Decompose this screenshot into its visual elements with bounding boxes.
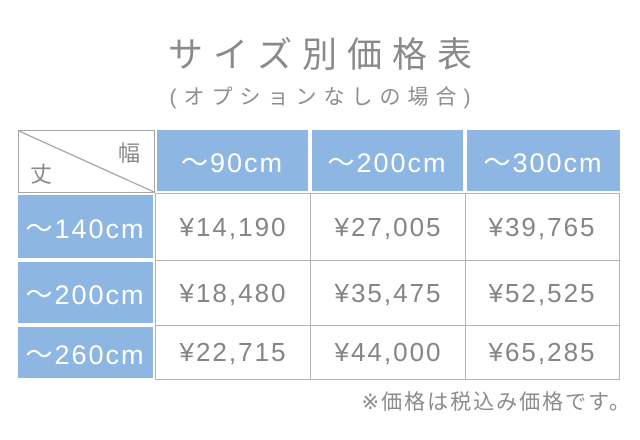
grid-line xyxy=(310,194,311,379)
price-cell: ¥44,000 xyxy=(334,337,443,367)
size-price-table: 幅 丈 〜90cm 〜200cm 〜300cm 〜140cm 〜200cm 〜2… xyxy=(18,130,620,380)
price-cell: ¥18,480 xyxy=(179,278,288,308)
price-cell: ¥14,190 xyxy=(179,212,288,242)
row-label-length-140: 〜140cm xyxy=(18,195,153,258)
tax-included-note: ※価格は税込み価格です。 xyxy=(361,391,632,414)
col-header-width-90: 〜90cm xyxy=(157,130,308,191)
col-header-width-200: 〜200cm xyxy=(312,130,463,191)
price-cell: ¥39,765 xyxy=(488,212,597,242)
price-cell: ¥35,475 xyxy=(334,278,443,308)
grid-line xyxy=(156,325,619,326)
width-axis-label: 幅 xyxy=(117,141,140,166)
price-cell: ¥22,715 xyxy=(179,337,288,367)
length-axis-label: 丈 xyxy=(30,162,53,187)
col-header-width-300: 〜300cm xyxy=(467,130,620,191)
price-cell: ¥65,285 xyxy=(488,337,597,367)
grid-line xyxy=(156,260,619,261)
grid-line xyxy=(465,194,466,379)
page-subtitle: (オプションなしの場合) xyxy=(169,86,478,109)
diagonal-divider-line xyxy=(19,131,154,192)
price-cell: ¥27,005 xyxy=(334,212,443,242)
page-title: サイズ別価格表 xyxy=(168,36,482,75)
row-label-length-200: 〜200cm xyxy=(18,262,153,323)
price-cell: ¥52,525 xyxy=(488,278,597,308)
price-grid: ¥14,190 ¥27,005 ¥39,765 ¥18,480 ¥35,475 … xyxy=(155,193,620,380)
corner-cell: 幅 丈 xyxy=(18,130,155,193)
row-label-length-260: 〜260cm xyxy=(18,327,153,378)
